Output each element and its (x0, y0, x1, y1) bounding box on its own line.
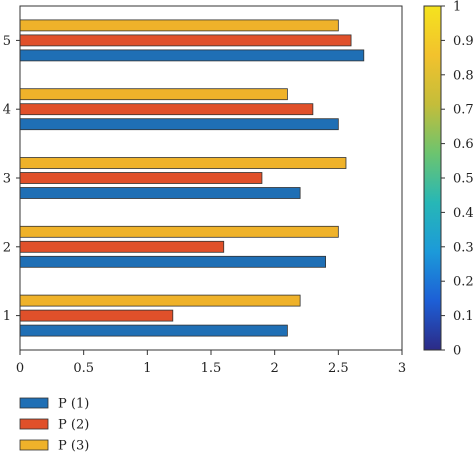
x-tick-label: 2 (271, 361, 279, 376)
y-tick-label: 2 (3, 240, 11, 255)
bar-p-1-cat-2 (19, 255, 327, 268)
bar-p-1-cat-4 (19, 118, 339, 131)
bar-p-1-cat-3 (19, 187, 301, 199)
colorbar-ticks: 0 0.1 0.2 0.3 0.4 0.5 0.6 0.7 0.8 0.9 1 (441, 0, 474, 359)
x-tick-label: 0.5 (73, 361, 94, 376)
y-tick-label: 1 (3, 309, 11, 324)
x-tick-label: 1.5 (201, 361, 222, 376)
colorbar-tick-label: 0.5 (453, 172, 474, 187)
colorbar-tick-label: 0.7 (453, 103, 474, 118)
x-tick-label: 3 (398, 361, 406, 376)
y-tick-label: 3 (3, 172, 11, 187)
legend-swatch (19, 439, 49, 451)
legend: P (1) P (2) P (3) (19, 397, 89, 454)
bar-p-2-cat-2 (19, 240, 225, 253)
bar-p-2-cat-5 (19, 34, 352, 47)
colorbar-tick-label: 0.8 (453, 68, 474, 83)
bar-p-2-cat-1 (19, 309, 174, 322)
bar-p-3-cat-3 (19, 157, 347, 169)
colorbar-tick-label: 0.4 (453, 206, 474, 221)
legend-label: P (2) (58, 418, 89, 433)
colorbar-tick-label: 0.6 (453, 137, 474, 152)
legend-swatch (19, 418, 49, 430)
bar-p-3-cat-2 (19, 225, 339, 238)
x-tick-label: 1 (143, 361, 151, 376)
x-tick-label: 2.5 (328, 361, 349, 376)
colorbar-tick-label: 0.9 (453, 34, 474, 49)
y-axis-ticks: 1 2 3 4 5 (3, 34, 20, 324)
bar-p-2-cat-3 (19, 172, 263, 184)
bar-p-2-cat-4 (19, 103, 314, 116)
y-tick-label: 4 (3, 103, 11, 118)
bar-p-3-cat-5 (19, 19, 339, 32)
y-tick-label: 5 (3, 34, 11, 49)
legend-label: P (3) (58, 439, 89, 454)
colorbar-tick-label: 0.3 (453, 240, 474, 255)
bar-p-3-cat-1 (19, 294, 301, 307)
colorbar-tick-label: 0.2 (453, 275, 474, 290)
bar-p-3-cat-4 (19, 88, 288, 101)
x-axis-ticks: 0 0.5 1 1.5 2 2.5 3 (16, 350, 406, 376)
bar-p-1-cat-1 (19, 324, 288, 337)
bars-layer (19, 19, 365, 337)
colorbar-tick-label: 1 (453, 0, 461, 15)
colorbar (423, 5, 442, 351)
legend-label: P (1) (58, 397, 89, 412)
legend-swatch (19, 397, 49, 409)
colorbar-tick-label: 0.1 (453, 309, 474, 324)
x-tick-label: 0 (16, 361, 24, 376)
bar-p-1-cat-5 (19, 49, 365, 62)
colorbar-tick-label: 0 (453, 344, 461, 359)
